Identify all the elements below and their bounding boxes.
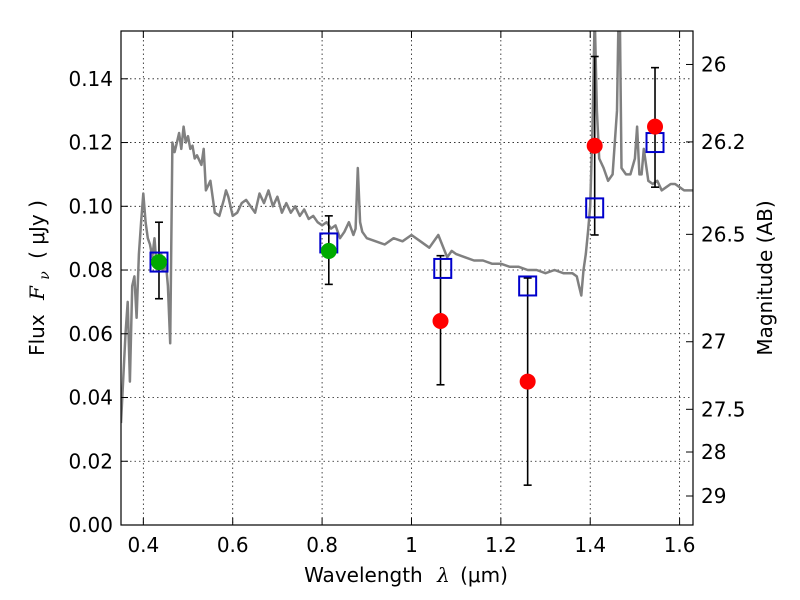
y-axis-label-subscript: ν <box>37 271 53 280</box>
plot-frame <box>120 30 694 526</box>
y-tick-label: 0.04 <box>68 386 113 410</box>
y-tick-label: 0.02 <box>68 449 113 473</box>
x-tick-label: 1.6 <box>664 533 696 557</box>
model-photometry-point <box>585 197 605 219</box>
model-photometry-point <box>518 275 538 297</box>
x-axis-label-symbol: λ <box>436 563 450 587</box>
spectrum-line <box>121 31 693 424</box>
y2-tick-label: 26.2 <box>701 130 746 154</box>
data-point <box>586 137 603 154</box>
data-point <box>647 118 664 135</box>
y-tick-label: 0.10 <box>68 194 113 218</box>
x-axis-label-unit: (μm) <box>460 563 508 587</box>
y-tick-label: 0.14 <box>68 67 113 91</box>
data-point <box>432 313 449 330</box>
x-tick-label: 0.4 <box>127 533 159 557</box>
y-axis-label-symbol: F <box>25 285 49 301</box>
y-axis-label-unit: ( μJy ) <box>25 200 49 259</box>
x-tick-label: 1.2 <box>485 533 517 557</box>
model-photometry-point <box>149 251 169 273</box>
y2-tick-label: 28 <box>701 440 726 464</box>
plot-area <box>121 31 693 486</box>
axes: 0.4 0.6 0.8 1 1.2 1.4 1.6 0.00 0.02 0.04 0.06 0.08 0… <box>68 31 746 557</box>
data-point <box>519 373 536 390</box>
plot-inner <box>121 31 693 486</box>
x-axis-label: Wavelength λ (μm) <box>304 563 508 587</box>
model-photometry-point <box>433 257 453 279</box>
x-tick-label: 1 <box>405 533 418 557</box>
x-tick-label: 0.6 <box>217 533 249 557</box>
data-point <box>320 242 337 259</box>
y2-tick-label: 27.5 <box>701 397 746 421</box>
x-tick-label: 1.4 <box>574 533 606 557</box>
grid-lines <box>121 31 693 526</box>
y2-tick-label: 27 <box>701 330 726 354</box>
x-axis-label-text: Wavelength <box>304 563 423 587</box>
y-tick-label: 0.00 <box>68 513 113 537</box>
y-axis-label-text: Flux <box>25 314 49 356</box>
data-point <box>150 254 167 271</box>
x-tick-label: 0.8 <box>306 533 338 557</box>
y2-tick-label: 26 <box>701 52 726 76</box>
y2-tick-label: 26.5 <box>701 222 746 246</box>
y-tick-label: 0.06 <box>68 322 113 346</box>
y2-tick-label: 29 <box>701 484 726 508</box>
y-tick-label: 0.08 <box>68 258 113 282</box>
y2-axis-label: Magnitude (AB) <box>753 200 777 355</box>
y-tick-label: 0.12 <box>68 131 113 155</box>
y-axis-label: Flux F ν ( μJy ) <box>25 200 54 356</box>
